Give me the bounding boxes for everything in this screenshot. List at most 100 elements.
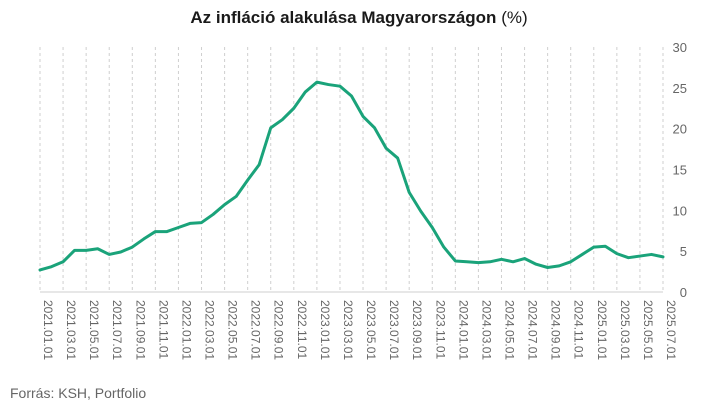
- x-tick-label: 2023.11.01: [433, 300, 447, 359]
- data-point: [418, 208, 424, 214]
- x-tick-label: 2022.07.01: [249, 300, 263, 360]
- x-tick-label: 2021.07.01: [110, 300, 124, 360]
- data-point: [302, 89, 308, 95]
- y-tick-label: 5: [680, 244, 687, 259]
- data-point: [233, 193, 239, 199]
- chart-title: Az infláció alakulása Magyarországon (%): [0, 8, 718, 28]
- data-point: [268, 125, 274, 131]
- data-point: [614, 251, 620, 257]
- x-tick-label: 2024.07.01: [526, 300, 540, 360]
- x-tick-label: 2023.01.01: [318, 300, 332, 360]
- data-point: [591, 244, 597, 250]
- x-tick-label: 2022.03.01: [203, 300, 217, 360]
- x-tick-label: 2022.11.01: [295, 300, 309, 359]
- y-tick-label: 15: [673, 163, 687, 178]
- x-tick-label: 2022.09.01: [272, 300, 286, 360]
- data-point: [245, 177, 251, 183]
- data-point: [556, 263, 562, 269]
- data-point: [199, 220, 205, 226]
- data-point: [648, 251, 654, 257]
- data-point: [579, 251, 585, 257]
- x-tick-label: 2024.11.01: [572, 300, 586, 359]
- x-tick-label: 2021.09.01: [133, 300, 147, 360]
- data-point: [37, 267, 43, 273]
- data-point: [337, 83, 343, 89]
- data-point: [660, 254, 666, 260]
- data-point: [106, 251, 112, 257]
- data-point: [222, 202, 228, 208]
- data-point: [60, 259, 66, 265]
- x-tick-label: 2022.05.01: [226, 300, 240, 360]
- data-point: [637, 253, 643, 259]
- data-point: [152, 229, 158, 235]
- x-tick-label: 2024.05.01: [502, 300, 516, 360]
- data-point: [291, 105, 297, 111]
- x-tick-label: 2025.03.01: [618, 300, 632, 360]
- data-point: [441, 244, 447, 250]
- data-point: [372, 125, 378, 131]
- y-tick-label: 20: [673, 122, 687, 137]
- data-point: [49, 264, 55, 270]
- data-point: [129, 244, 135, 250]
- data-point: [487, 259, 493, 265]
- data-point: [533, 261, 539, 267]
- data-point: [498, 256, 504, 262]
- data-point: [429, 224, 435, 230]
- y-tick-label: 0: [680, 285, 687, 300]
- y-tick-label: 25: [673, 81, 687, 96]
- data-point: [545, 265, 551, 271]
- x-tick-label: 2021.11.01: [156, 300, 170, 359]
- data-point: [395, 155, 401, 161]
- data-point: [83, 247, 89, 253]
- data-point: [349, 93, 355, 99]
- data-point: [141, 236, 147, 242]
- x-tick-label: 2025.01.01: [595, 300, 609, 360]
- data-point: [164, 229, 170, 235]
- x-tick-label: 2021.05.01: [87, 300, 101, 360]
- data-point: [475, 260, 481, 266]
- x-tick-label: 2023.09.01: [410, 300, 424, 360]
- data-point: [72, 247, 78, 253]
- data-point: [602, 243, 608, 249]
- x-axis-ticks: 2021.01.01 2021.03.01 2021.05.01 2021.07.01…: [41, 300, 678, 360]
- x-tick-label: 2023.07.01: [387, 300, 401, 360]
- data-point: [625, 255, 631, 261]
- data-point: [568, 259, 574, 265]
- data-point: [452, 258, 458, 264]
- y-tick-label: 30: [673, 40, 687, 55]
- data-point: [95, 246, 101, 252]
- data-point: [118, 249, 124, 255]
- data-point: [522, 256, 528, 262]
- grid-lines: [39, 47, 664, 293]
- data-point: [175, 224, 181, 230]
- source-note: Forrás: KSH, Portfolio: [10, 385, 147, 401]
- data-point: [383, 145, 389, 151]
- x-tick-label: 2021.01.01: [41, 300, 55, 360]
- x-tick-label: 2024.03.01: [479, 300, 493, 360]
- series-layer: [37, 79, 666, 273]
- data-point: [256, 162, 262, 168]
- x-tick-label: 2021.03.01: [64, 300, 78, 360]
- x-tick-label: 2025.07.01: [664, 300, 678, 360]
- data-point: [314, 79, 320, 85]
- data-point: [360, 113, 366, 119]
- x-tick-label: 2023.05.01: [364, 300, 378, 360]
- chart-title-unit: (%): [501, 8, 528, 27]
- line-chart: 0 5 10 15 20 25 30 2021.01.01 2021.03.01 2021.05…: [37, 40, 687, 360]
- x-tick-label: 2024.01.01: [456, 300, 470, 360]
- chart-title-text: Az infláció alakulása Magyarországon: [190, 8, 497, 27]
- data-point: [464, 259, 470, 265]
- x-tick-label: 2023.03.01: [341, 300, 355, 360]
- data-point: [406, 189, 412, 195]
- data-point: [510, 259, 516, 265]
- data-point: [210, 211, 216, 217]
- data-point: [187, 220, 193, 226]
- x-tick-label: 2025.05.01: [641, 300, 655, 360]
- data-point: [325, 82, 331, 88]
- y-axis-ticks: 0 5 10 15 20 25 30: [673, 40, 687, 300]
- inflation-line: [38, 80, 665, 272]
- x-tick-label: 2024.09.01: [549, 300, 563, 360]
- data-point: [279, 117, 285, 123]
- x-tick-label: 2022.01.01: [179, 300, 193, 360]
- y-tick-label: 10: [673, 203, 687, 218]
